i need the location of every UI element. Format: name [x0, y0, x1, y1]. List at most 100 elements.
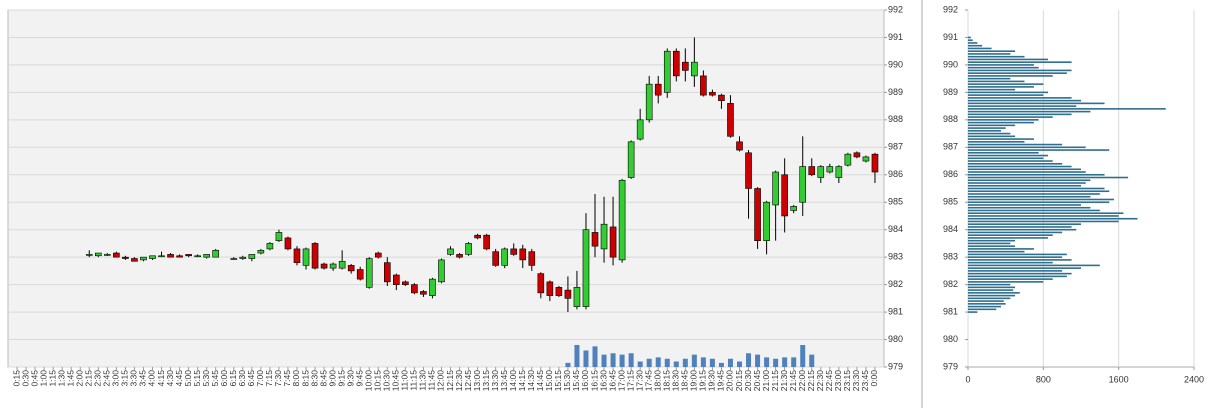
volume-bar [800, 345, 806, 367]
x-tick-label: 15:15 [553, 370, 563, 392]
profile-bar [968, 66, 1039, 69]
profile-bar [968, 160, 1053, 162]
y-tick-label: 990 [943, 59, 958, 69]
candle-body [555, 287, 563, 296]
x-tick-label: 20:15 [734, 370, 744, 392]
candle-body [654, 83, 662, 96]
profile-bar [968, 226, 1072, 228]
candle-body [781, 174, 788, 217]
x-tick-label: 16:30 [598, 370, 608, 392]
profile-bar [968, 231, 1063, 234]
profile-bar [968, 187, 1105, 190]
x-tick-label: 12:00 [436, 370, 446, 392]
x-tick-label: 4:00 [147, 370, 157, 387]
y-tick-label: 988 [888, 114, 903, 124]
profile-bar [968, 270, 1063, 272]
y-tick-label: 989 [943, 87, 958, 97]
profile-bar [968, 91, 1049, 94]
volume-bar [700, 357, 706, 367]
y-tick-label: 984 [943, 224, 958, 234]
candle-body [131, 258, 138, 262]
profile-bar [968, 173, 1105, 176]
x-tick-label: 13:30 [490, 370, 500, 392]
profile-bar [968, 36, 971, 39]
candle-body [248, 254, 256, 259]
candle-body [122, 256, 129, 259]
profile-bar [968, 108, 1166, 110]
candle-body [167, 254, 174, 258]
y-tick-label: 986 [943, 169, 958, 179]
candle-body [745, 152, 752, 189]
profile-bar [968, 215, 1119, 217]
profile-bar [968, 47, 992, 50]
candle-body [456, 254, 463, 258]
volume-bar [727, 358, 733, 367]
profile-bar [968, 201, 1110, 204]
volume-bar [664, 358, 670, 367]
x-tick-label: 6:45 [246, 370, 256, 387]
candle-body [799, 166, 807, 203]
volume-bar [791, 357, 797, 367]
candle-body [338, 260, 346, 269]
profile-bar [968, 88, 1016, 91]
profile-bar [968, 165, 1072, 168]
profile-bar [968, 171, 1086, 173]
x-tick-label: 22:30 [815, 370, 825, 392]
profile-bar [968, 113, 1072, 116]
profile-bar [968, 135, 1016, 138]
x-tick-label: 15:45 [571, 370, 581, 392]
profile-bar [968, 61, 1072, 63]
volume-bar [773, 358, 779, 367]
profile-bar [968, 152, 1039, 154]
candle-body [420, 291, 427, 295]
volume-bar [764, 357, 770, 367]
x-tick-label: 10:00 [363, 370, 373, 392]
x-tick-label: 1:00 [38, 370, 48, 387]
x-tick-label: 1:15 [47, 370, 57, 387]
x-tick-label: 16:00 [580, 370, 590, 392]
candle-body [275, 232, 283, 241]
volume-bar [628, 353, 634, 367]
profile-bar [968, 250, 1025, 253]
candle-body [257, 249, 265, 254]
profile-bar [968, 130, 1001, 132]
y-tick-label: 979 [943, 361, 958, 371]
y-tick-label: 979 [888, 361, 903, 371]
y-tick-label: 982 [888, 279, 903, 289]
x-tick-label: 18:00 [652, 370, 662, 392]
x-tick-label: 19:15 [698, 370, 708, 392]
profile-bar [968, 157, 1044, 160]
profile-bar [968, 198, 1114, 201]
x-tick-label: 9:00 [327, 370, 337, 387]
x-tick-label: 11:00 [400, 370, 410, 391]
profile-bar [968, 116, 1053, 118]
x-tick-label: 3:15 [120, 370, 130, 387]
x-tick-label: 0:45 [29, 370, 39, 387]
x-tick-label: 2400 [1184, 374, 1204, 384]
profile-bar [968, 248, 1034, 250]
profile-bar [968, 99, 1081, 102]
volume-bar [782, 357, 788, 367]
candle-body [429, 278, 436, 296]
profile-bar [968, 102, 1105, 105]
profile-bar [968, 294, 1016, 297]
candle-body [591, 232, 599, 247]
x-tick-label: 16:45 [607, 370, 617, 392]
y-tick-label: 981 [943, 306, 958, 316]
candle-body [835, 166, 843, 178]
y-tick-label: 991 [943, 32, 958, 42]
x-tick-label: 19:30 [707, 370, 717, 392]
x-tick-label: 8:15 [300, 370, 310, 387]
x-tick-label: 21:45 [788, 370, 798, 392]
y-tick-label: 980 [888, 334, 903, 344]
x-tick-label: 10:15 [373, 370, 383, 392]
candle-body [239, 256, 247, 259]
candle-body [230, 258, 238, 260]
x-tick-label: 17:45 [643, 370, 653, 392]
x-tick-label: 18:30 [671, 370, 681, 392]
x-tick-label: 23:45 [860, 370, 870, 392]
candle-body [627, 141, 635, 178]
profile-bar [968, 124, 1016, 127]
profile-bar [968, 127, 1006, 129]
profile-bar [968, 261, 1053, 264]
